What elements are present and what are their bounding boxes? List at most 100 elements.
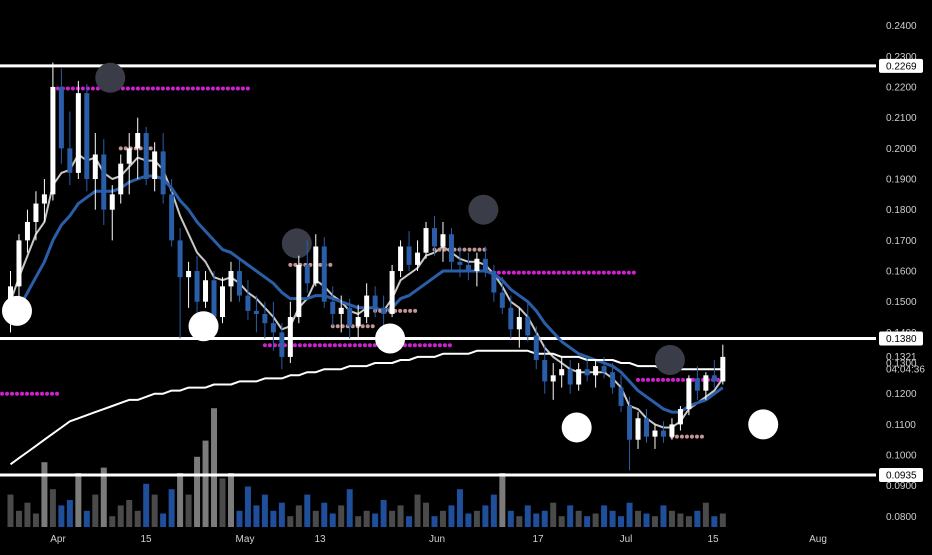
level-dot [327,343,332,348]
gray-marker [468,194,499,225]
white-marker [375,323,406,354]
candle-body [601,366,607,373]
level-dot [235,86,240,91]
level-dot [462,247,467,252]
level-dot [155,86,160,91]
volume-bar [516,516,523,527]
volume-bar [456,489,463,527]
volume-bar [117,505,124,527]
volume-bar [92,494,99,527]
level-dot [536,270,541,275]
level-dot [526,270,531,275]
x-tick-label: Aug [809,534,827,545]
volume-bar [66,500,73,527]
level-dot [636,377,641,382]
level-dot [288,262,293,267]
level-dot [427,343,432,348]
candle-body [423,228,429,253]
candle-body [610,372,616,388]
x-tick-label: Apr [50,534,66,545]
candle-body [253,310,259,314]
level-dot [616,270,621,275]
volume-bar [41,462,48,527]
volume-bar [499,473,506,527]
volume-bar [244,486,251,527]
level-dot [581,270,586,275]
level-dot [148,146,153,151]
candle-body [245,295,251,311]
candle-body [652,430,658,437]
level-dot [676,377,681,382]
level-dot [646,377,651,382]
volume-bar [372,513,379,527]
level-dot [130,86,135,91]
level-dot [403,308,408,313]
volume-bar [635,510,642,527]
candle-body [474,258,480,272]
gray-marker [654,344,685,375]
candle-body [160,151,166,195]
candle-body [406,246,412,265]
level-dot [566,270,571,275]
volume-bar [558,516,565,527]
volume-bars [7,408,726,527]
candle-body [533,335,539,360]
y-tick-label: 0.1600 [886,267,917,278]
candle-body [440,234,446,247]
volume-bar [584,516,591,527]
volume-bar [134,510,141,527]
y-tick-label: 0.1100 [886,420,916,431]
candle-body [262,313,268,324]
volume-bar [482,505,489,527]
candle-body [304,264,310,284]
candle-body [58,87,64,149]
candle-body [448,234,454,262]
volume-bar [651,516,658,527]
candle-body [67,148,73,173]
level-dot [442,343,447,348]
volume-bar [473,510,480,527]
y-tick-label: 0.2400 [886,21,917,32]
volume-bar [185,494,192,527]
volume-bar [295,505,302,527]
level-dot [90,86,95,91]
y-tick-label: 0.2000 [886,144,917,155]
volume-bar [168,489,175,527]
level-dot [347,343,352,348]
volume-bar [338,505,345,527]
level-dot [496,270,501,275]
volume-bar [423,502,430,527]
candle-body [347,307,353,327]
volume-bar [75,473,82,527]
level-dot [352,343,357,348]
candle-body [398,246,404,272]
level-dot [621,270,626,275]
volume-bar [219,478,226,527]
volume-bar [211,408,218,527]
level-dot [175,86,180,91]
level-dot [322,343,327,348]
candle-body [50,87,56,195]
level-dot [190,86,195,91]
level-dot [661,377,666,382]
level-price-label: 0.1380 [886,334,917,345]
x-tick-label: Jun [429,534,445,545]
level-dot [576,270,581,275]
volume-bar [465,513,472,527]
level-dot [571,270,576,275]
level-price-badge [879,467,923,482]
level-dot [372,343,377,348]
candle-body [16,240,22,287]
volume-bar [643,513,650,527]
level-dot [332,343,337,348]
level-dot [140,86,145,91]
x-tick-label: May [236,534,255,545]
candle-body [186,271,192,278]
horizontal-levels [0,64,876,477]
volume-bar [109,516,116,527]
volume-bar [253,505,260,527]
volume-bar [524,505,531,527]
candle-body [711,375,717,382]
candle-body [550,375,556,382]
volume-bar [329,513,336,527]
